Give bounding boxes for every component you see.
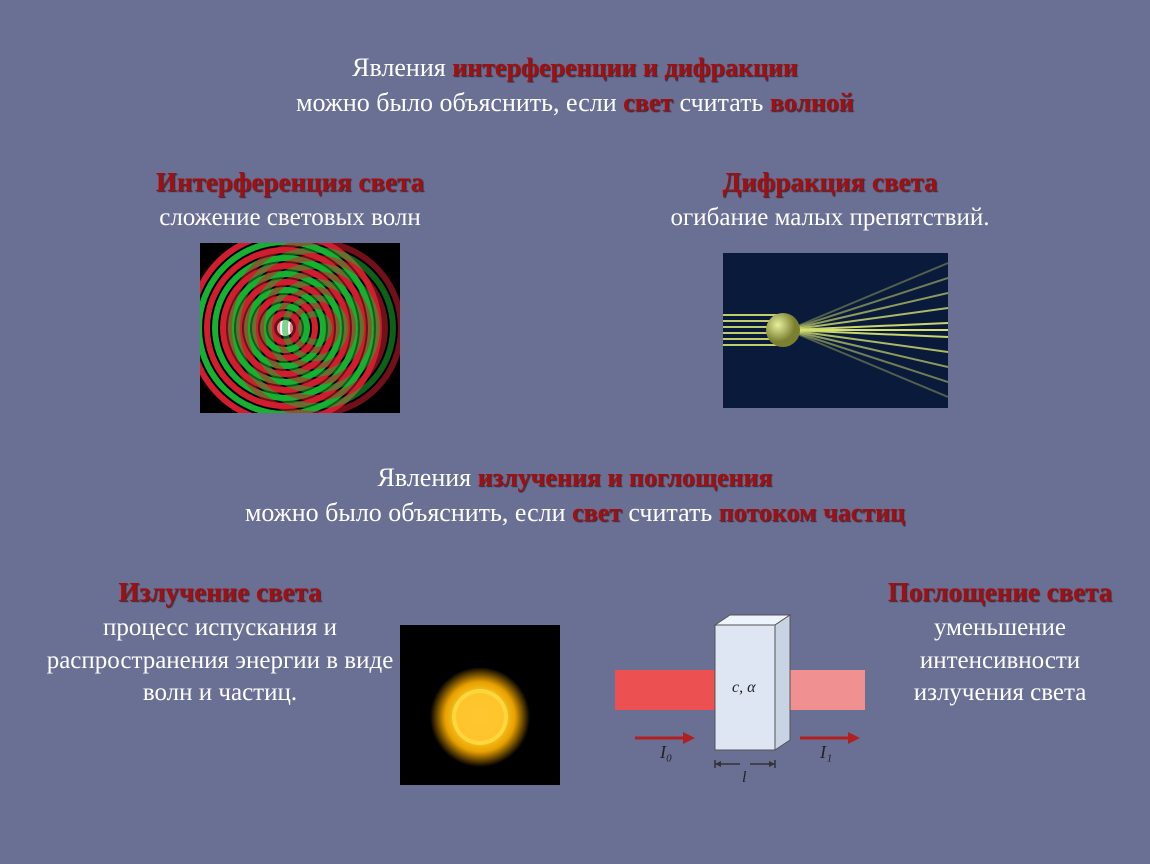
- emission-block: Излучение света процесс испускания и рас…: [35, 575, 405, 710]
- text: считать: [622, 498, 719, 527]
- interference-block: Интерференция света сложение световых во…: [70, 165, 510, 235]
- diffraction-title: Дифракция света: [570, 165, 1090, 200]
- diffraction-desc: огибание малых препятствий.: [570, 202, 1090, 235]
- absorption-block: Поглощение света уменьшение интенсивност…: [875, 575, 1125, 710]
- interference-title: Интерференция света: [70, 165, 510, 200]
- emission-title: Излучение света: [35, 575, 405, 610]
- text-highlight: интерференции и дифракции: [452, 53, 798, 82]
- interference-desc: сложение световых волн: [70, 202, 510, 235]
- absorption-figure: I₀ I₁ c, α l: [615, 610, 865, 800]
- text-highlight: излучения и поглощения: [478, 463, 773, 492]
- text-highlight: потоком частиц: [719, 498, 905, 527]
- absorption-title: Поглощение света: [875, 575, 1125, 610]
- text-highlight: свет: [572, 498, 622, 527]
- emission-desc: процесс испускания и распространения эне…: [35, 612, 405, 710]
- text: Явления: [378, 463, 478, 492]
- label-i0: I₀: [659, 742, 672, 762]
- text: можно было объяснить, если: [245, 498, 572, 527]
- header-particle-phenomena: Явления излучения и поглощения можно был…: [0, 460, 1150, 530]
- text-highlight: волной: [770, 88, 854, 117]
- absorption-desc: уменьшение интенсивности излучения света: [875, 612, 1125, 710]
- diffraction-block: Дифракция света огибание малых препятств…: [570, 165, 1090, 235]
- diffraction-figure: [723, 253, 948, 408]
- interference-figure: [200, 243, 400, 413]
- text: Явления: [352, 53, 452, 82]
- label-ca: c, α: [732, 679, 756, 696]
- text-highlight: свет: [623, 88, 673, 117]
- emission-figure: [400, 625, 560, 785]
- label-i1: I₁: [819, 742, 832, 762]
- label-l: l: [742, 769, 747, 786]
- text: считать: [673, 88, 770, 117]
- header-wave-phenomena: Явления интерференции и дифракции можно …: [0, 50, 1150, 120]
- text: можно было объяснить, если: [296, 88, 623, 117]
